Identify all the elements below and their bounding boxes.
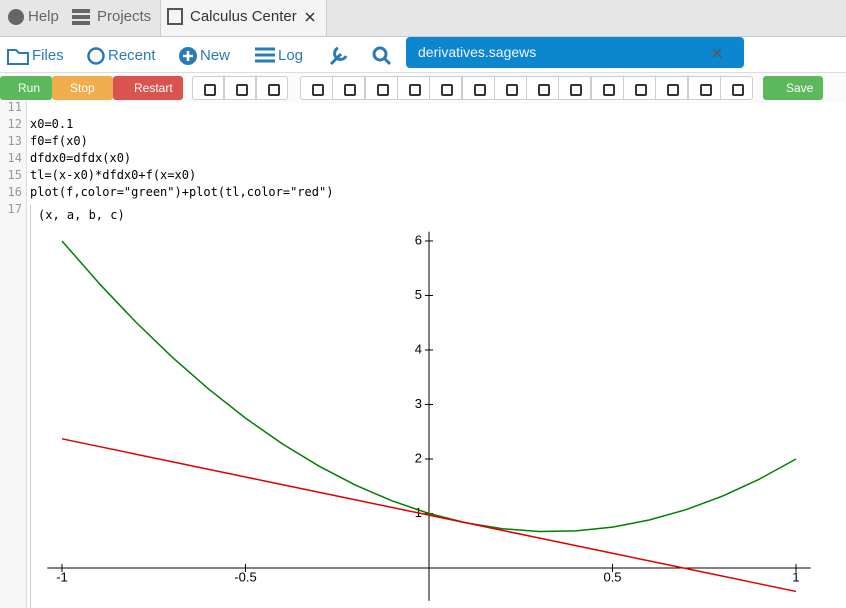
icon [602,84,615,96]
x-tick-label: 1 [792,569,799,584]
icon-button[interactable] [719,76,753,100]
icon [236,84,248,96]
line-number: 15 [7,168,22,182]
tab-label[interactable]: Projects [97,8,152,25]
gutter [0,101,27,608]
icon [312,84,324,96]
icon [699,84,712,96]
line-number: 16 [7,185,22,199]
icon [473,84,486,96]
output-text: (x, a, b, c) [38,208,125,222]
tab-bar [0,0,846,37]
icon [376,84,389,96]
icon-button[interactable] [300,76,333,100]
output-border [30,205,31,608]
icon-button[interactable] [461,76,495,100]
tab-label[interactable]: Help [28,8,59,25]
icon [441,84,454,96]
icon-button[interactable] [623,76,656,100]
open-file-name[interactable]: derivatives.sagews [418,44,537,60]
save-button[interactable]: Save [763,76,823,100]
icon-button[interactable] [192,76,224,100]
line-number: 17 [7,202,22,216]
series-line [61,438,797,593]
icon-button[interactable] [590,76,624,100]
icon-button[interactable] [396,76,430,100]
icon [667,84,680,96]
new-link[interactable]: New [200,47,231,64]
code-line: dfdx0=dfdx(x0) [30,151,132,165]
icon [344,84,357,96]
icon-button[interactable] [429,76,463,100]
y-tick-label: 6 [415,232,422,247]
log-link[interactable]: Log [278,47,304,64]
run-button[interactable]: Run [0,76,52,100]
icon-button[interactable] [687,76,721,100]
code-line: plot(f,color="green")+plot(tl,color="red… [30,185,334,199]
x-tick-label: -0.5 [234,569,256,584]
code-line: x0=0.1 [30,117,74,131]
icon [731,84,744,96]
close-icon[interactable] [712,48,722,58]
restart-button[interactable]: Restart [113,76,183,100]
icon-button[interactable] [256,76,288,100]
line-number: 14 [7,151,22,165]
icon [505,84,518,96]
icon-button[interactable] [526,76,560,100]
icon-button[interactable] [493,76,527,100]
y-tick-label: 5 [415,287,422,302]
line-number: 12 [7,117,22,131]
icon-button[interactable] [558,76,592,100]
recent-link[interactable]: Recent [108,47,156,64]
line-number: 11 [7,100,22,114]
series-line [61,240,797,533]
icon-button[interactable] [224,76,256,100]
icon [408,84,421,96]
icon [635,84,647,96]
files-link[interactable]: Files [32,47,64,64]
open-file-bar[interactable]: derivatives.sagews [406,37,744,68]
y-tick-label: 3 [415,396,422,411]
icons [7,8,392,66]
y-tick-label: 4 [415,341,422,356]
icon [538,84,551,96]
stop-button[interactable]: Stop [52,76,113,100]
icon-button[interactable] [364,76,398,100]
icon [570,84,583,96]
icon [268,84,280,96]
code-line: f0=f(x0) [30,134,88,148]
icon [204,84,216,96]
code-line: tl=(x-x0)*dfdx0+f(x=x0) [30,168,197,182]
line-number: 13 [7,134,22,148]
x-tick-label: 0.5 [603,569,621,584]
active-tab[interactable] [160,0,327,36]
x-tick-label: -1 [56,569,68,584]
y-tick-label: 2 [415,450,422,465]
tab-label[interactable]: Calculus Center [190,8,297,25]
icon-button[interactable] [655,76,689,100]
